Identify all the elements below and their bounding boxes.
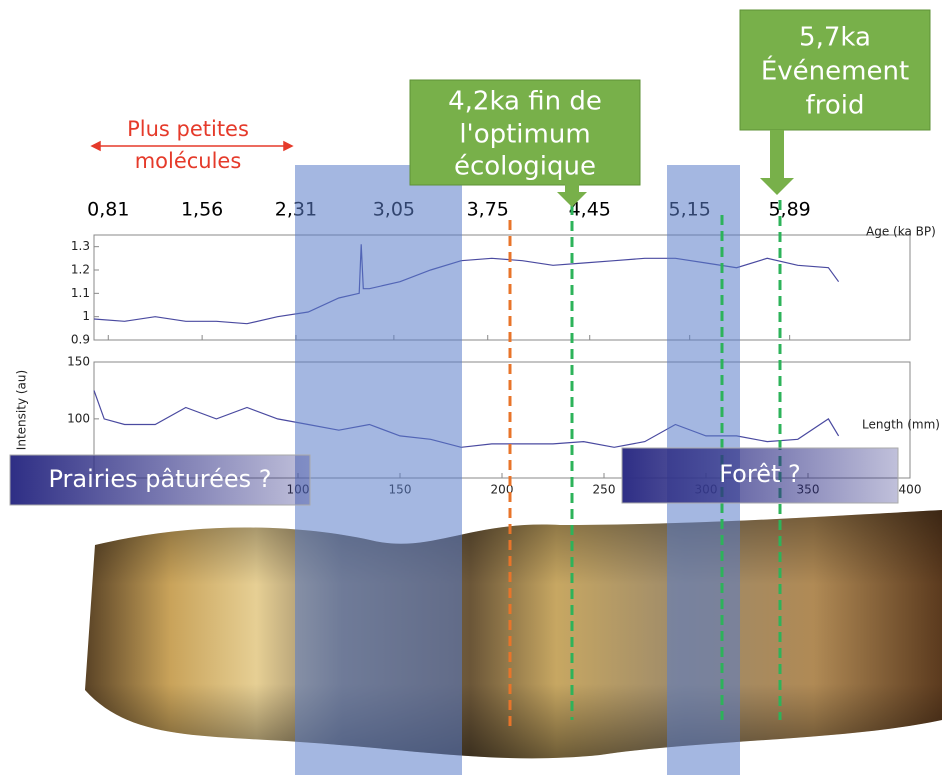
y-tick-label: 1.3	[71, 239, 90, 253]
note-text: molécules	[135, 149, 242, 173]
photo-shade	[85, 510, 942, 759]
callout-arrow	[557, 170, 587, 207]
callout-box	[739, 9, 931, 131]
age-label: 0,81	[87, 199, 129, 221]
y-tick-label: 150	[67, 355, 90, 369]
callout-arrow	[760, 130, 794, 195]
y-tick-label: 1.1	[71, 286, 90, 300]
y-tick-label: 1	[82, 309, 90, 323]
y-tick-label: 1.2	[71, 263, 90, 277]
x-tick-label: 200	[491, 483, 514, 497]
double-arrow	[90, 140, 294, 152]
callout-text: froid	[806, 91, 865, 121]
callout-text: l'optimum	[459, 120, 590, 150]
highlight-band	[295, 165, 462, 775]
callout-text: 5,7ka	[799, 23, 871, 53]
banner-text: Forêt ?	[719, 460, 801, 488]
note-text: Plus petites	[127, 117, 249, 141]
callout-text: Événement	[761, 55, 909, 87]
x-tick-label: 400	[899, 483, 922, 497]
plot-frame	[93, 234, 911, 341]
y-tick-label: 0.9	[71, 333, 90, 347]
callout-text: 4,2ka fin de	[448, 87, 602, 117]
callout-box	[409, 79, 641, 186]
age-label: 5,89	[768, 199, 810, 221]
y-axis-label: Intensity (au)	[15, 370, 29, 450]
x-tick-label: 250	[593, 483, 616, 497]
age-label: 4,45	[569, 199, 611, 221]
age-label: 3,75	[467, 199, 509, 221]
age-label: 1,56	[181, 199, 223, 221]
x-axis-label: Age (ka BP)	[866, 225, 936, 239]
y-tick-label: 100	[67, 411, 90, 425]
banner	[621, 447, 899, 504]
callout-text: écologique	[454, 152, 596, 182]
x-axis-label: Length (mm)	[862, 418, 940, 432]
banner-text: Prairies pâturées ?	[48, 465, 271, 493]
banner	[9, 454, 311, 506]
